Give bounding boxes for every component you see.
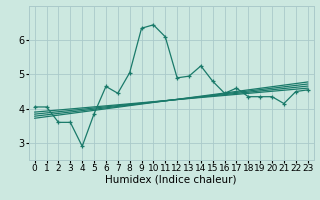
X-axis label: Humidex (Indice chaleur): Humidex (Indice chaleur) bbox=[106, 175, 237, 185]
